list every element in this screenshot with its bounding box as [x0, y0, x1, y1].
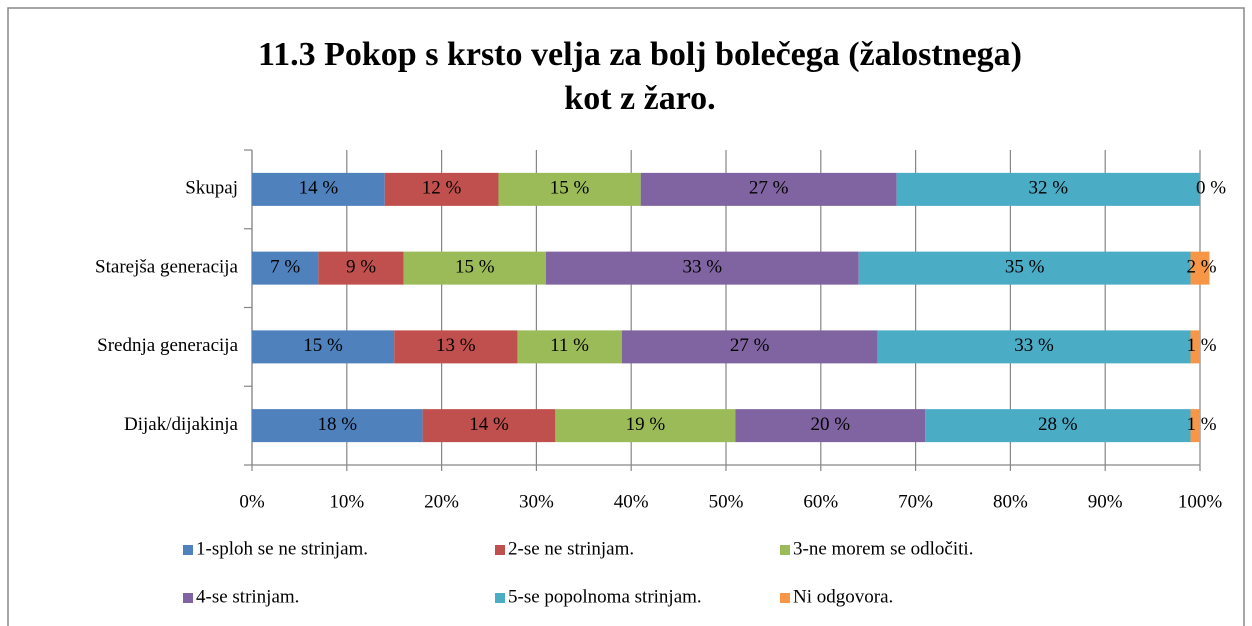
bar-segment: [555, 409, 736, 443]
data-label: 1 %: [1187, 414, 1217, 435]
x-tick-label: 30%: [519, 491, 554, 512]
x-tick-label: 60%: [803, 491, 838, 512]
x-tick-label: 20%: [424, 491, 459, 512]
legend-swatch: [780, 593, 790, 603]
x-tick-label: 0%: [239, 491, 265, 512]
data-label: 9 %: [346, 256, 376, 277]
bar-segment: [252, 409, 423, 443]
data-label: 33 %: [683, 256, 723, 277]
y-tick-label: Srednja generacija: [97, 335, 238, 356]
legend-swatch: [183, 593, 193, 603]
data-label: 7 %: [270, 256, 300, 277]
data-label: 11 %: [550, 335, 589, 356]
data-label: 14 %: [469, 414, 509, 435]
data-label: 35 %: [1005, 256, 1045, 277]
legend-label: Ni odgovora.: [793, 586, 893, 607]
legend-swatch: [495, 545, 505, 555]
data-label: 15 %: [455, 256, 495, 277]
bar-segment: [621, 330, 878, 364]
data-label: 18 %: [318, 414, 358, 435]
bar-segment: [545, 251, 859, 285]
x-tick-label: 70%: [898, 491, 933, 512]
bar-segment: [1190, 409, 1200, 443]
legend-label: 4-se strinjam.: [196, 586, 299, 607]
x-tick-label: 100%: [1178, 491, 1223, 512]
bar-segment: [394, 330, 518, 364]
x-tick-label: 10%: [329, 491, 364, 512]
data-label: 2 %: [1187, 256, 1217, 277]
legend-label: 2-se ne strinjam.: [508, 538, 634, 559]
data-label: 27 %: [730, 335, 770, 356]
bar-segment: [252, 172, 385, 206]
bar-segment: [735, 409, 926, 443]
chart-subtitle: kot z žaro.: [564, 80, 715, 117]
data-label: 15 %: [550, 178, 590, 199]
bar-segment: [925, 409, 1191, 443]
data-label: 1 %: [1187, 335, 1217, 356]
bar-segment: [877, 330, 1191, 364]
data-label: 20 %: [810, 414, 850, 435]
data-label: 13 %: [436, 335, 476, 356]
legend-swatch: [183, 545, 193, 555]
x-tick-label: 40%: [614, 491, 649, 512]
legend-label: 3-ne morem se odločiti.: [793, 538, 973, 559]
data-label: 27 %: [749, 178, 789, 199]
bar-segment: [498, 172, 641, 206]
bar-segment: [517, 330, 622, 364]
bar-segment: [858, 251, 1191, 285]
x-tick-label: 50%: [709, 491, 744, 512]
bar-segment: [252, 330, 395, 364]
x-tick-label: 80%: [993, 491, 1028, 512]
legend-label: 5-se popolnoma strinjam.: [508, 586, 702, 607]
y-tick-label: Skupaj: [185, 178, 238, 199]
data-label: 12 %: [422, 178, 462, 199]
y-tick-label: Starejša generacija: [95, 256, 239, 277]
x-tick-label: 90%: [1088, 491, 1123, 512]
bar-segment: [1190, 251, 1210, 285]
data-label: 19 %: [626, 414, 666, 435]
data-label: 0 %: [1196, 178, 1226, 199]
data-label: 28 %: [1038, 414, 1078, 435]
chart-title: 11.3 Pokop s krsto velja za bolj bolečeg…: [258, 36, 1022, 73]
legend-swatch: [780, 545, 790, 555]
y-tick-label: Dijak/dijakinja: [124, 414, 239, 435]
data-label: 14 %: [299, 178, 339, 199]
data-label: 15 %: [303, 335, 343, 356]
legend-label: 1-sploh se ne strinjam.: [196, 538, 368, 559]
legend-swatch: [495, 593, 505, 603]
bar-segment: [422, 409, 556, 443]
bar-segment: [896, 172, 1200, 206]
bar-segment: [318, 251, 404, 285]
data-label: 33 %: [1014, 335, 1054, 356]
bar-segment: [252, 251, 319, 285]
bar-segment: [1190, 330, 1200, 364]
bar-segment: [403, 251, 546, 285]
bar-segment: [640, 172, 897, 206]
bar-segment: [384, 172, 499, 206]
data-label: 32 %: [1029, 178, 1069, 199]
chart-frame: [7, 7, 1245, 626]
